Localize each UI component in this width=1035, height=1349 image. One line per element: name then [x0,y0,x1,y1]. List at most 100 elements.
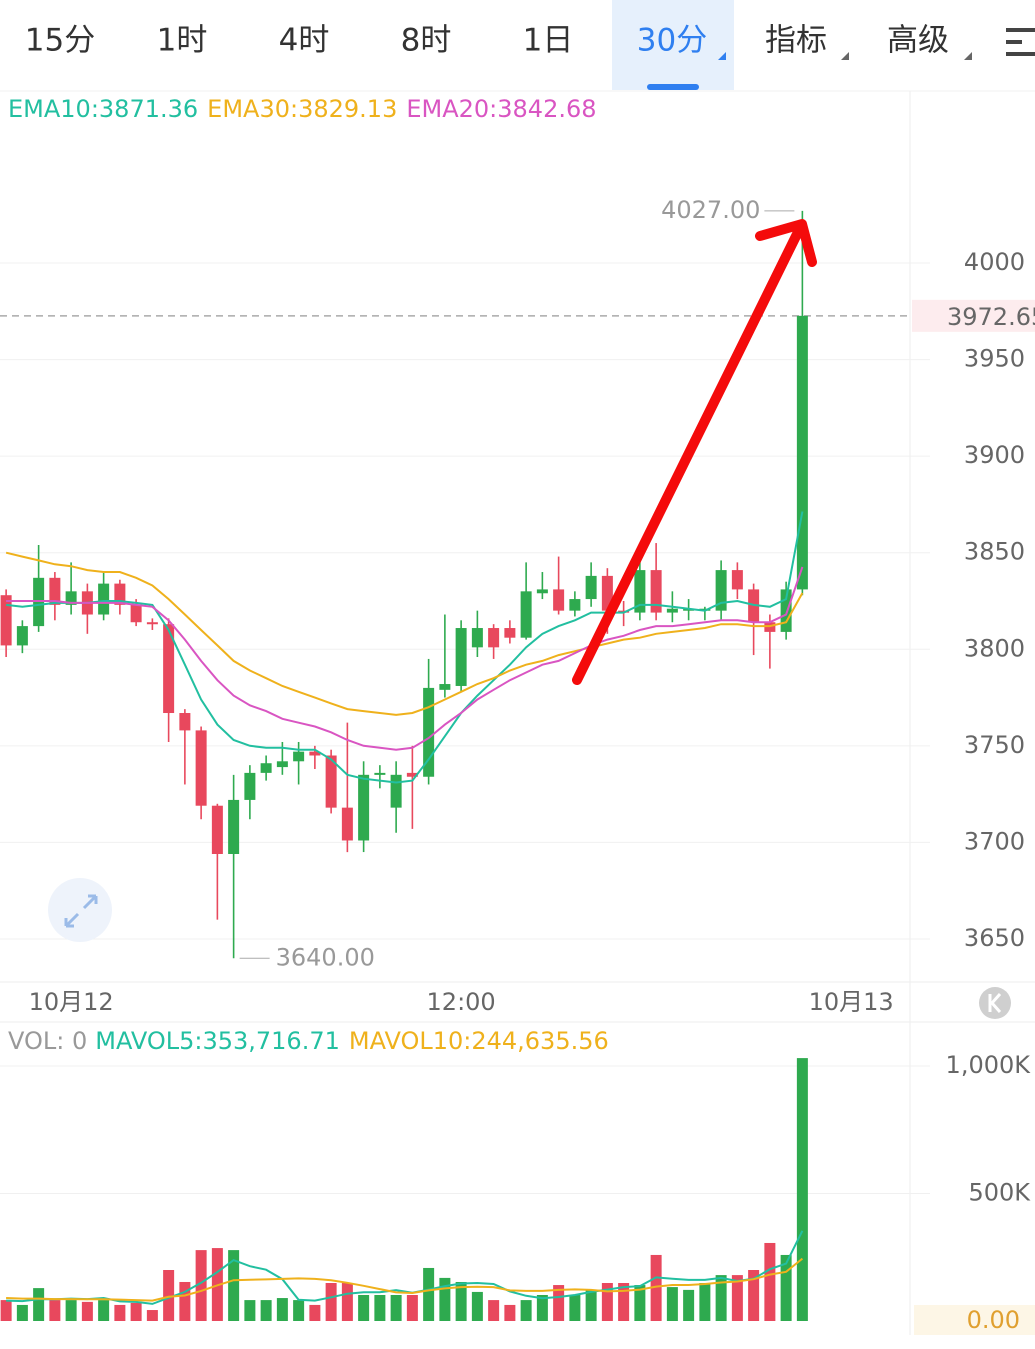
volume-bar [228,1250,240,1321]
volume-bar [390,1294,402,1321]
volume-bar [49,1300,61,1321]
candle-body [130,604,142,623]
y-tick-label: 3900 [964,441,1025,469]
volume-bar [309,1304,321,1321]
volume-bar [374,1294,386,1321]
tab[interactable]: 指标 [765,23,827,59]
candle-body [731,570,743,590]
y-tick-label: 500K [968,1179,1031,1207]
active-tab-bg [612,0,734,90]
volume-bar [33,1288,45,1321]
volume-bar [98,1300,110,1321]
volume-bar [276,1298,288,1321]
indicator-line [6,1230,804,1305]
candle-body [260,763,272,773]
volume-bar [731,1275,743,1321]
expand-button[interactable] [48,878,112,942]
candle-body [650,570,662,613]
volume-bar [699,1283,711,1321]
volume-bar [179,1281,191,1321]
volume-bar [114,1304,126,1321]
legend-entry: EMA30:3829.13 [207,95,397,123]
tab[interactable]: 30分 [637,23,707,59]
volume-bar [146,1310,158,1321]
last-price-bg [912,299,1035,332]
candle-body [163,624,175,714]
volume-bar [585,1289,597,1321]
volume-bar [650,1254,662,1321]
candle-body [146,622,158,625]
dropdown-caret [718,52,726,60]
expand-icon [64,894,98,928]
legend-entry: VOL: 0 [8,1027,87,1055]
volume-bar [325,1283,337,1321]
candle-body [666,608,678,613]
volume-bar [504,1304,516,1321]
candle-body [293,751,305,762]
kline-button[interactable] [979,987,1011,1019]
volume-bar [81,1301,93,1321]
y-tick-label: 3650 [964,924,1025,952]
volume-bar [780,1254,792,1321]
volume-bar [553,1285,565,1321]
volume-bar [569,1294,581,1321]
plot-layer: 3650 3700 3750 3800 3850 3900 3950 4000 10月12 12:… [0,95,1035,1335]
tab[interactable]: 15分 [25,23,95,59]
volume-bar [65,1300,77,1321]
volume-bar [423,1267,435,1321]
volume-bar [601,1283,613,1321]
x-tick-label: 10月13 [809,988,894,1016]
candle-body [569,599,581,611]
candle-body [16,626,28,646]
legend-entry: MAVOL5:353,716.71 [95,1027,340,1055]
candle-body [179,713,191,731]
candle-body [536,589,548,594]
y-tick-label: 3750 [964,731,1025,759]
candle-body [325,755,337,808]
tab[interactable]: 4时 [279,23,330,59]
tab[interactable]: 1时 [157,23,208,59]
volume-bar [536,1294,548,1321]
candle-body [439,684,451,690]
volume-bar [488,1300,500,1321]
arrow-head [755,219,817,267]
x-tick-label: 10月12 [29,988,114,1016]
volume-bar [634,1285,646,1321]
volume-bar [748,1270,760,1321]
candle-body [390,774,402,808]
volume-bar [244,1300,256,1321]
y-tick-label: 1,000K [946,1051,1032,1079]
volume-bar [666,1287,678,1321]
annotation-label: 3640.00 [276,943,375,971]
y-tick-label: 3800 [964,634,1025,662]
tab[interactable]: 8时 [401,23,452,59]
candle-body [114,583,126,605]
candle-body [780,589,792,632]
candle-body [488,628,500,648]
candle-body [341,807,353,841]
settings-icon[interactable] [1006,28,1035,56]
tab[interactable]: 1日 [523,23,574,59]
volume-bar [130,1302,142,1321]
candle-body [49,577,61,605]
indicator-line [5,511,804,784]
y-tick-label: 0.00 [967,1306,1020,1334]
candle-body [634,570,646,613]
y-tick-label: 3950 [964,345,1025,373]
candle-body [471,628,483,648]
candle-body [601,575,613,611]
y-tick-label: 4000 [964,248,1025,276]
candle-body [374,772,386,775]
candle-body [98,583,110,615]
kline-icon [988,993,1002,1013]
volume-bar [439,1277,451,1321]
annotation-label: 4027.00 [661,196,760,224]
volume-bar [406,1294,418,1321]
indicator-line [6,1257,804,1302]
candle-body [65,591,77,605]
volume-bar [0,1300,12,1321]
tab[interactable]: 高级 [887,23,949,59]
x-tick-label: 12:00 [427,988,496,1016]
candle-body [228,799,240,854]
volume-bar [163,1270,175,1321]
